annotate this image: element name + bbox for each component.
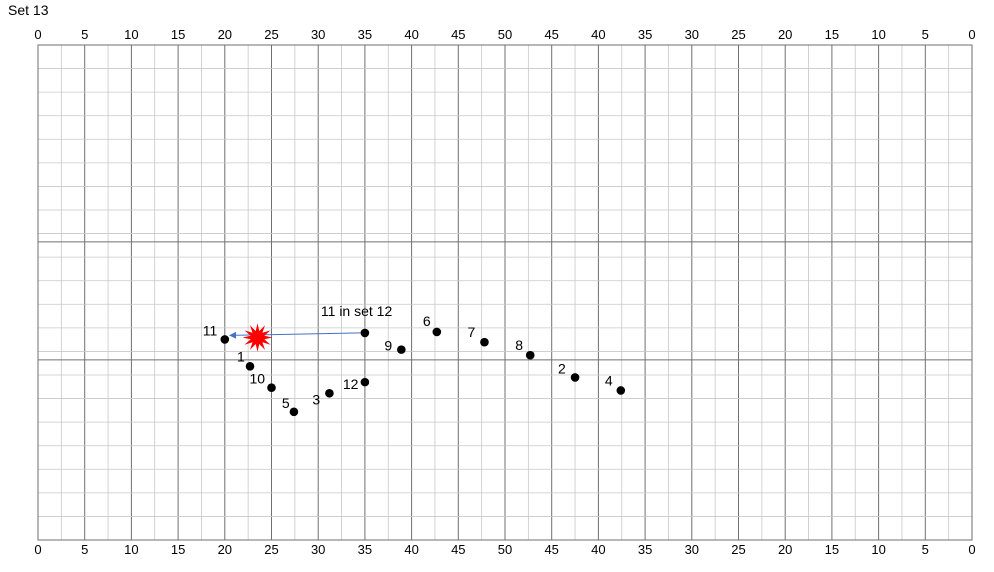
bottom-yard-label: 50 (498, 542, 512, 557)
player-label-5: 5 (282, 395, 290, 411)
bottom-yard-label: 25 (731, 542, 745, 557)
bottom-yard-label: 20 (218, 542, 232, 557)
collision-burst-icon (242, 323, 273, 352)
bottom-yard-label: 10 (124, 542, 138, 557)
top-yard-label: 30 (311, 27, 325, 42)
bottom-yard-label: 35 (638, 542, 652, 557)
top-yard-label: 0 (968, 27, 975, 42)
player-point-12 (360, 377, 370, 387)
bottom-yard-label: 15 (171, 542, 185, 557)
bottom-yard-label: 0 (968, 542, 975, 557)
bottom-yard-label: 45 (451, 542, 465, 557)
top-yard-label: 15 (825, 27, 839, 42)
top-yard-label: 35 (358, 27, 372, 42)
top-yard-label: 45 (451, 27, 465, 42)
bottom-yard-label: 25 (264, 542, 278, 557)
bottom-yard-label: 0 (34, 542, 41, 557)
player-label-6: 6 (423, 313, 431, 329)
player-point-4 (616, 386, 626, 395)
movement-arrow-layer (229, 323, 361, 352)
player-point-2 (570, 373, 580, 382)
top-yard-label: 5 (81, 27, 88, 42)
reference-point-label: 11 in set 12 (321, 303, 393, 319)
bottom-yard-label: 15 (825, 542, 839, 557)
top-yard-label: 40 (404, 27, 418, 42)
player-point-11 (220, 335, 230, 344)
reference-point (360, 328, 370, 338)
top-yard-label: 0 (34, 27, 41, 42)
bottom-yard-label: 30 (685, 542, 699, 557)
top-yard-label: 20 (778, 27, 792, 42)
top-yard-label: 40 (591, 27, 605, 42)
bottom-yard-label: 10 (871, 542, 885, 557)
player-point-9 (397, 345, 406, 354)
player-label-3: 3 (312, 391, 320, 407)
top-yard-label: 10 (124, 27, 138, 42)
top-yard-label: 25 (731, 27, 745, 42)
player-label-4: 4 (605, 372, 613, 388)
bottom-yard-label: 30 (311, 542, 325, 557)
player-label-9: 9 (384, 338, 392, 354)
top-yard-label: 35 (638, 27, 652, 42)
player-point-3 (325, 388, 334, 398)
player-label-7: 7 (467, 324, 475, 340)
player-point-7 (480, 337, 489, 347)
bottom-yard-label: 5 (81, 542, 88, 557)
player-label-11: 11 (203, 322, 218, 338)
player-point-5 (289, 407, 299, 417)
player-point-1 (245, 362, 255, 371)
player-label-8: 8 (515, 337, 523, 353)
top-yard-label: 30 (685, 27, 699, 42)
player-point-6 (432, 327, 442, 337)
bottom-yard-label: 20 (778, 542, 792, 557)
top-yard-label: 5 (922, 27, 929, 42)
player-label-1: 1 (237, 348, 245, 364)
chart-title: Set 13 (8, 2, 49, 18)
top-yard-label: 15 (171, 27, 185, 42)
top-yard-label: 20 (218, 27, 232, 42)
field-grid (37, 44, 973, 541)
top-yard-label: 25 (264, 27, 278, 42)
top-yard-label: 50 (498, 27, 512, 42)
player-label-10: 10 (250, 371, 266, 387)
top-yard-label: 10 (871, 27, 885, 42)
bottom-yard-label: 45 (544, 542, 558, 557)
bottom-yard-label: 40 (591, 542, 605, 557)
top-yard-labels: 0 5 10 15 20 25 30 35 40 45 50 45 40 35 30 25 20 15 10 5 0 (34, 27, 975, 42)
bottom-yard-label: 5 (922, 542, 929, 557)
player-label-12: 12 (343, 376, 359, 392)
bottom-yard-label: 35 (358, 542, 372, 557)
top-yard-label: 45 (544, 27, 558, 42)
field-border (37, 44, 973, 541)
player-label-2: 2 (558, 360, 566, 376)
player-point-8 (525, 350, 535, 360)
bottom-yard-labels: 0 5 10 15 20 25 30 35 40 45 50 45 40 35 30 25 20 15 10 5 0 (34, 542, 975, 557)
player-point-10 (267, 383, 276, 392)
bottom-yard-label: 40 (404, 542, 418, 557)
